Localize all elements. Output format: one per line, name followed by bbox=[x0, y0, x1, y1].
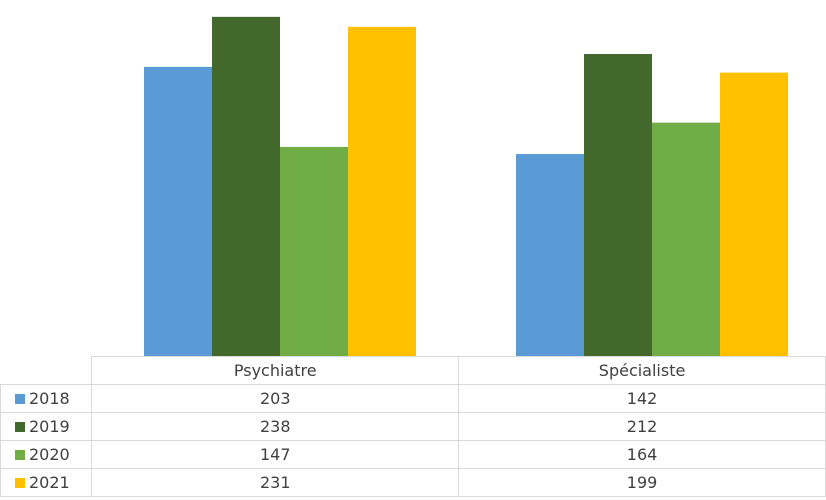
legend-swatch-2021 bbox=[15, 478, 25, 488]
data-table: Psychiatre Spécialiste 2018 203 142 2019… bbox=[0, 356, 826, 497]
bar-2021-1 bbox=[720, 72, 788, 358]
series-name: 2020 bbox=[29, 445, 70, 464]
bar-2020-0 bbox=[280, 146, 348, 357]
column-header-psychiatre: Psychiatre bbox=[91, 356, 460, 385]
table-corner bbox=[0, 356, 93, 385]
series-name: 2021 bbox=[29, 473, 70, 492]
row-header-2021: 2021 bbox=[0, 468, 93, 497]
row-header-2020: 2020 bbox=[0, 440, 93, 469]
series-name: 2018 bbox=[29, 389, 70, 408]
table-cell: 147 bbox=[91, 440, 460, 469]
row-header-2019: 2019 bbox=[0, 412, 93, 441]
table-cell: 238 bbox=[91, 412, 460, 441]
series-name: 2019 bbox=[29, 417, 70, 436]
table-row: 2019 238 212 bbox=[0, 412, 826, 441]
table-cell: 231 bbox=[91, 468, 460, 497]
table-row: 2020 147 164 bbox=[0, 440, 826, 469]
table-cell: 199 bbox=[458, 468, 826, 497]
legend-swatch-2018 bbox=[15, 394, 25, 404]
row-header-2018: 2018 bbox=[0, 384, 93, 413]
table-cell: 164 bbox=[458, 440, 826, 469]
bar-2018-1 bbox=[516, 154, 584, 357]
bar-2018-0 bbox=[144, 66, 212, 358]
table-row: 2021 231 199 bbox=[0, 468, 826, 497]
legend-swatch-2019 bbox=[15, 422, 25, 432]
table-cell: 212 bbox=[458, 412, 826, 441]
table-header-row: Psychiatre Spécialiste bbox=[0, 356, 826, 385]
table-row: 2018 203 142 bbox=[0, 384, 826, 413]
table-cell: 203 bbox=[91, 384, 460, 413]
table-cell: 142 bbox=[458, 384, 826, 413]
legend-swatch-2020 bbox=[15, 450, 25, 460]
bar-2019-1 bbox=[584, 54, 652, 358]
column-header-specialiste: Spécialiste bbox=[458, 356, 826, 385]
bar-2019-0 bbox=[212, 16, 280, 357]
bar-chart bbox=[144, 16, 788, 358]
bar-2021-0 bbox=[348, 26, 416, 358]
bar-2020-1 bbox=[652, 122, 720, 357]
